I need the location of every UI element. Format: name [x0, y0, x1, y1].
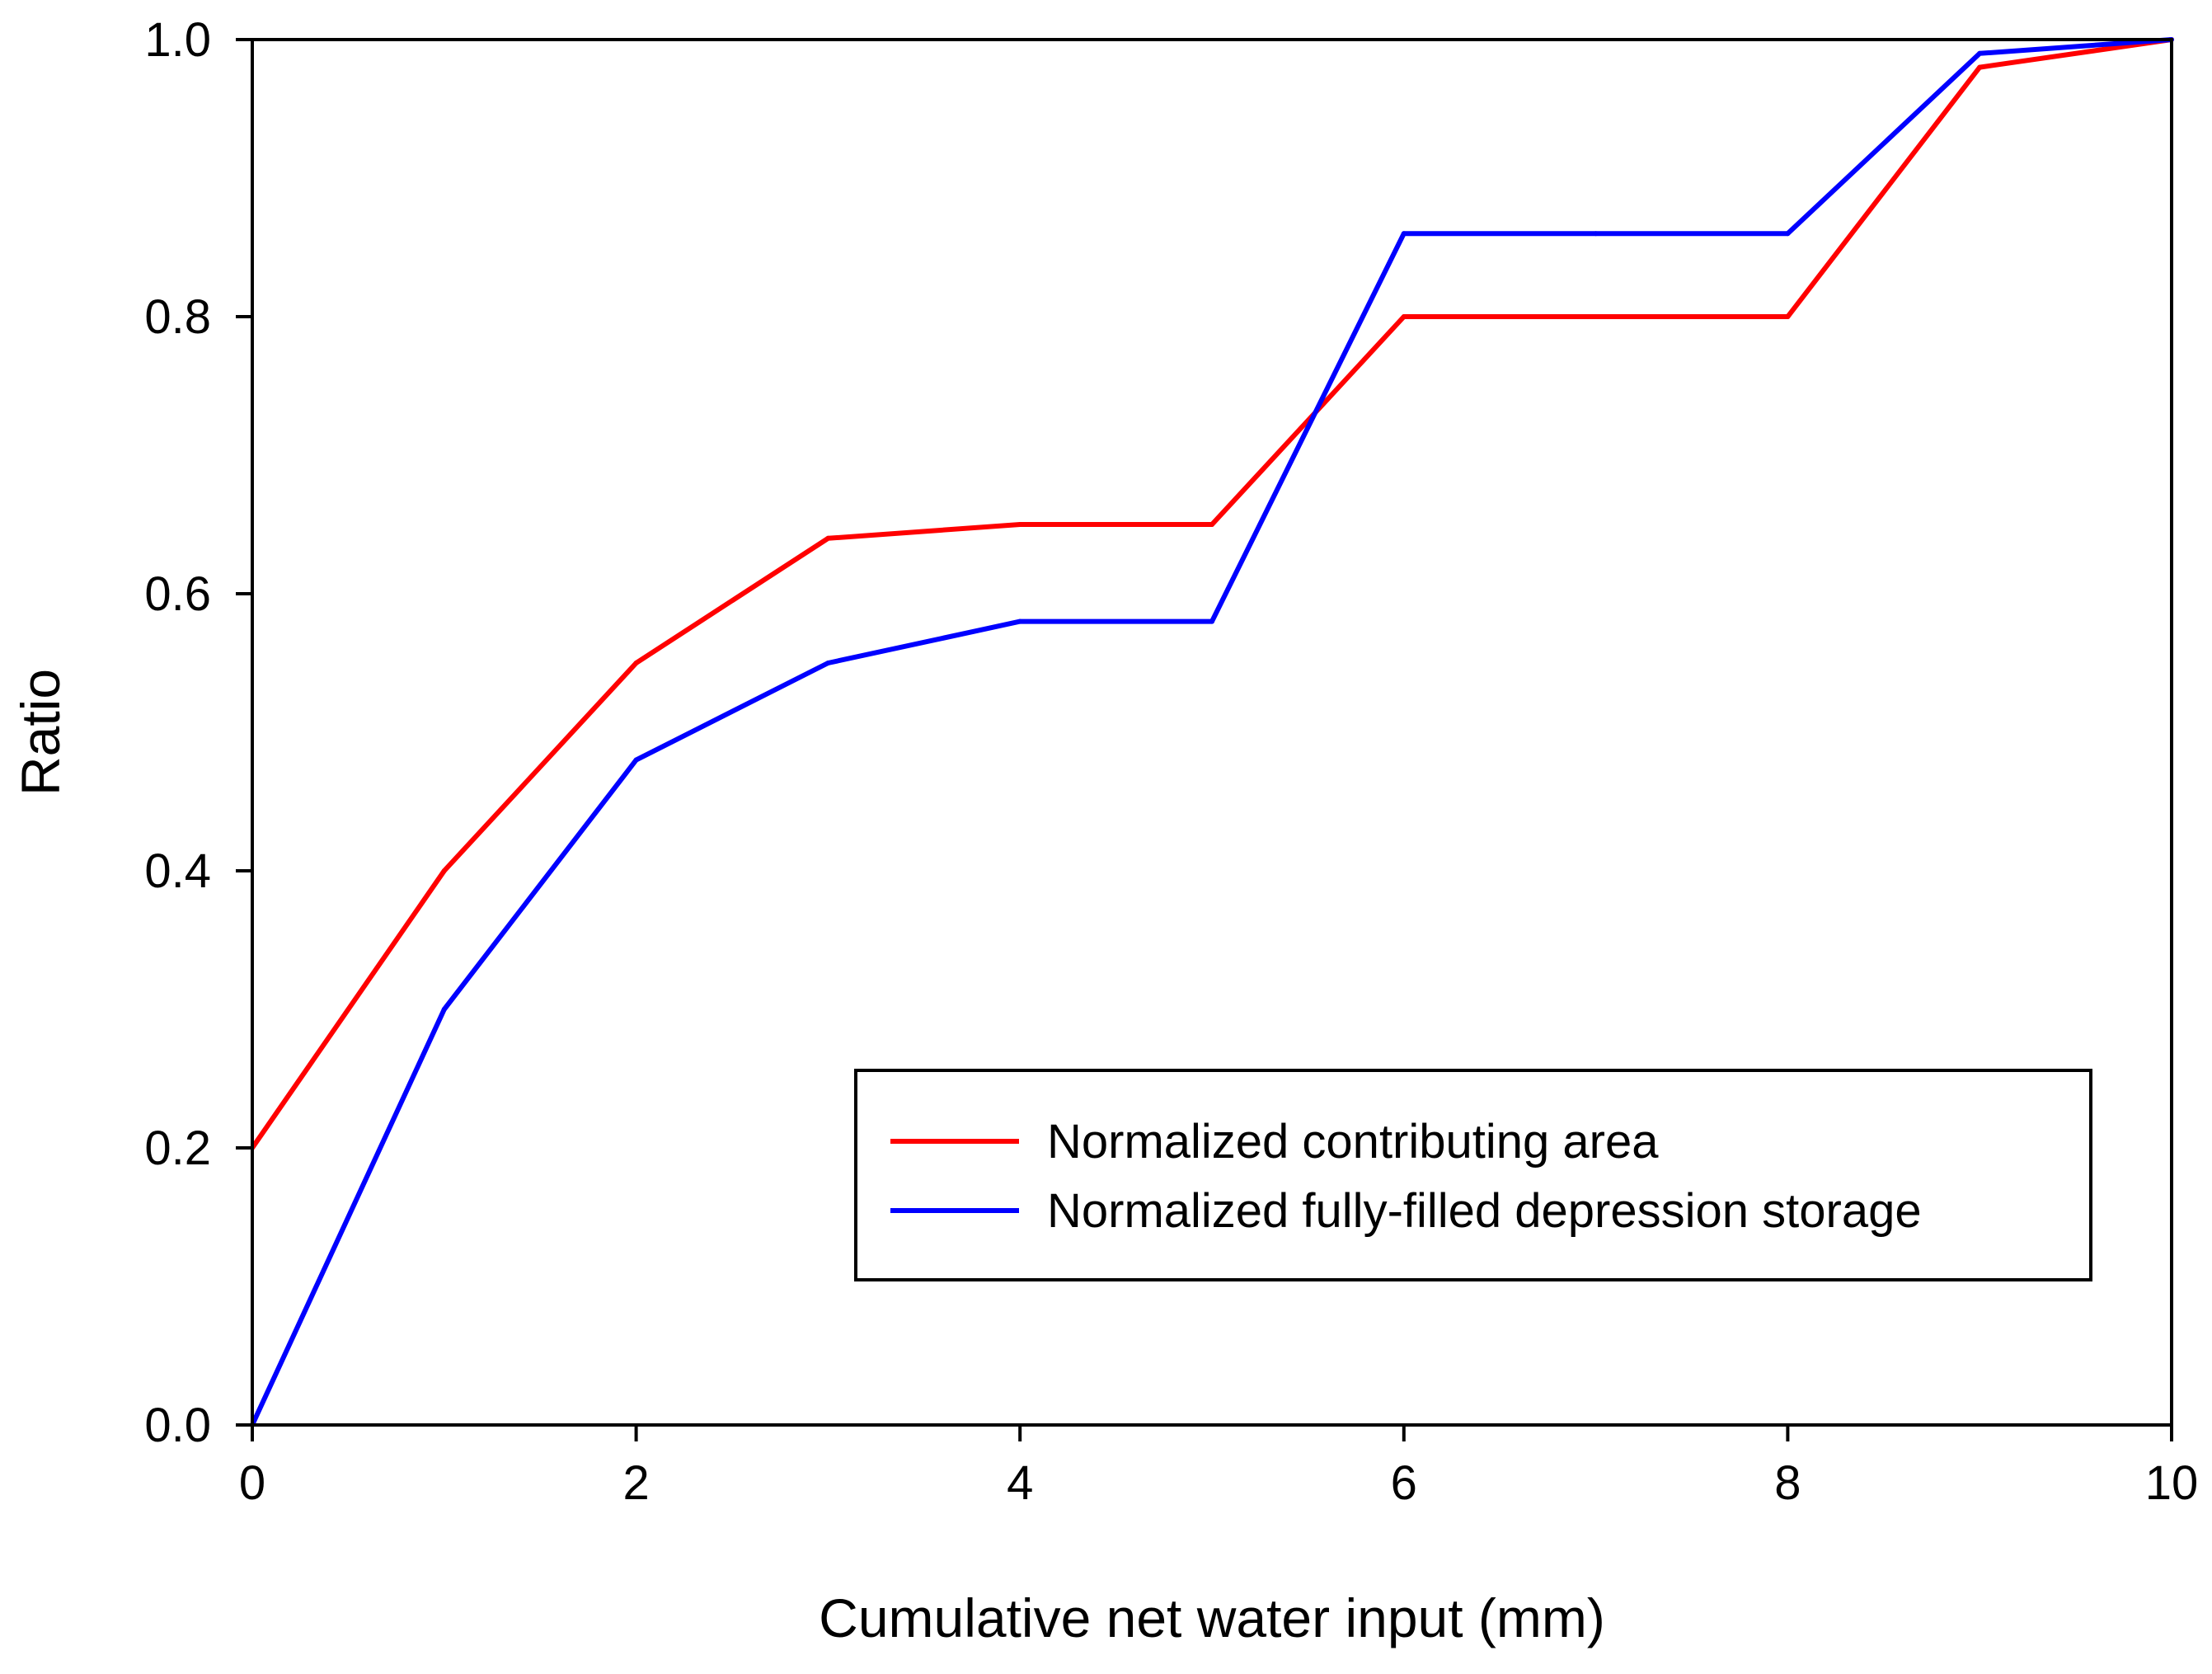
data-point-s0-8	[1785, 314, 1791, 319]
data-point-s1-5	[1209, 618, 1214, 624]
x-tick-label: 0	[239, 1456, 265, 1510]
data-point-s1-8	[1785, 231, 1791, 237]
data-point-s0-2	[633, 661, 639, 665]
y-tick-label: 1.0	[144, 13, 211, 67]
data-point-s1-4	[1017, 618, 1023, 624]
data-point-s0-5	[1209, 522, 1214, 527]
data-point-s1-1	[441, 1007, 447, 1012]
data-point-s1-9	[1977, 50, 1983, 56]
data-point-s0-7	[1593, 314, 1599, 319]
plot-area-frame	[251, 38, 2173, 1427]
series-line-0	[250, 37, 2172, 1150]
legend-label-depression-storage: Normalized fully-filled depression stora…	[1047, 1184, 1922, 1238]
data-point-s0-9	[1977, 64, 1983, 70]
y-tick-label: 0.6	[144, 567, 211, 621]
x-tick-label: 10	[2145, 1456, 2199, 1510]
data-point-s0-3	[825, 535, 831, 541]
legend-box	[854, 1069, 2092, 1281]
data-point-s1-6	[1401, 231, 1407, 237]
x-axis-title: Cumulative net water input (mm)	[819, 1587, 1605, 1648]
data-point-s0-6	[1401, 314, 1407, 319]
data-point-s1-2	[633, 757, 639, 763]
y-tick-label: 0.8	[144, 290, 211, 344]
ticks-layer	[236, 38, 2173, 1441]
x-tick-label: 4	[1007, 1456, 1033, 1510]
y-tick-label: 0.0	[144, 1399, 211, 1452]
legend-label-contributing-area: Normalized contributing area	[1047, 1115, 1659, 1169]
data-point-s0-4	[1017, 522, 1023, 527]
y-tick-label: 0.4	[144, 844, 211, 898]
data-point-s0-1	[441, 868, 447, 873]
y-tick-label: 0.2	[144, 1121, 211, 1175]
x-tick-label: 8	[1774, 1456, 1801, 1510]
data-point-s1-3	[825, 661, 831, 665]
series-layer	[250, 37, 2174, 1427]
legend: Normalized contributing area Normalized …	[854, 1069, 2092, 1281]
y-axis-title: Ratio	[10, 669, 71, 796]
x-tick-label: 6	[1391, 1456, 1417, 1510]
tick-labels-layer: 0 2 4 6 8 10 0.0 0.2 0.4 0.6 0.8 1.0	[144, 13, 2198, 1510]
x-tick-label: 2	[622, 1456, 649, 1510]
data-point-s1-7	[1593, 231, 1599, 237]
